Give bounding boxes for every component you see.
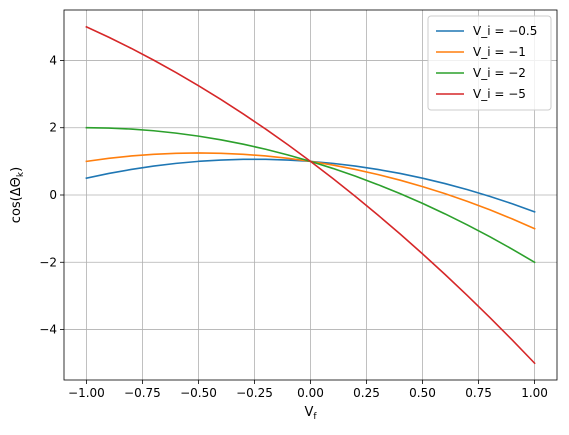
series-lines [85,25,536,365]
y-tick-label: 0 [49,188,57,202]
x-tick-label: 0.00 [297,386,324,400]
legend-label-1: V_i = −1 [473,45,526,59]
x-tick-label: 0.75 [465,386,492,400]
y-tick-label: 2 [49,121,57,135]
legend: V_i = −0.5 V_i = −1 V_i = −2 V_i = −5 [427,15,552,111]
legend-label-2: V_i = −2 [473,66,526,80]
y-axis-ticks: −4 −2 0 2 4 [39,53,64,337]
y-tick-label: −4 [39,323,57,337]
x-tick-label: 1.00 [521,386,548,400]
legend-box [427,15,552,111]
y-axis-label: cos(ΔΘk) [9,167,26,223]
y-axis-label-close: ) [9,167,24,172]
y-tick-label: 4 [49,53,57,67]
x-axis-ticks: −1.00 −0.75 −0.50 −0.25 0.00 0.25 0.50 0.75 1.00 [68,380,548,400]
x-tick-label: 0.25 [353,386,380,400]
x-tick-label: 0.50 [409,386,436,400]
x-tick-label: −0.75 [124,386,161,400]
x-tick-label: −1.00 [68,386,105,400]
x-axis-label-sub: f [313,412,317,422]
legend-label-3: V_i = −5 [473,87,526,101]
y-axis-label-sub: k [16,171,26,177]
legend-label-0: V_i = −0.5 [473,24,537,38]
y-tick-label: −2 [39,255,57,269]
x-tick-label: −0.25 [236,386,273,400]
series-line-3 [85,25,536,365]
x-axis-label-main: V [304,405,313,420]
y-axis-label-main: cos(ΔΘ [9,177,24,223]
x-tick-label: −0.50 [180,386,217,400]
x-axis-label: Vf [304,405,317,422]
